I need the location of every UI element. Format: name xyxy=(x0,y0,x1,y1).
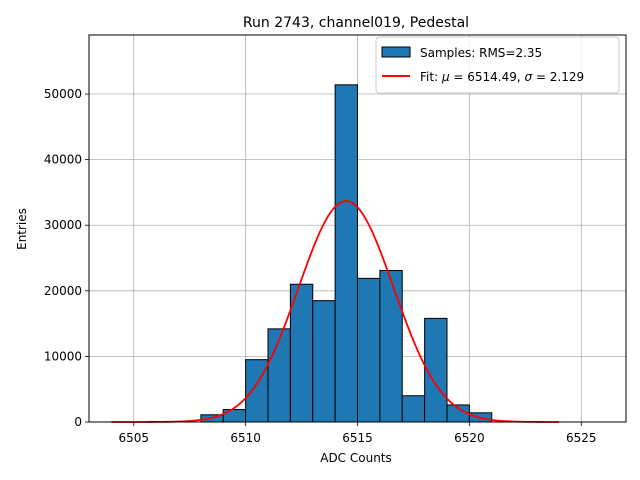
x-tick-label: 6515 xyxy=(342,431,373,445)
legend-fit-prefix: Fit: xyxy=(420,70,442,84)
histogram-bar xyxy=(334,84,358,423)
legend-fit-mu-value: = 6514.49, xyxy=(450,70,525,84)
legend: Samples: RMS=2.35 Fit: μ = 6514.49, σ = … xyxy=(375,36,620,94)
histogram-bar xyxy=(401,395,426,423)
fit-layer xyxy=(111,200,559,423)
chart-title: Run 2743, channel019, Pedestal xyxy=(243,15,469,31)
y-tick-label: 50000 xyxy=(44,87,82,101)
histogram-bar xyxy=(222,409,247,423)
legend-samples-patch xyxy=(381,46,411,58)
histogram-bar xyxy=(379,269,403,423)
bars-layer xyxy=(200,84,493,423)
y-tick-label: 10000 xyxy=(44,349,82,363)
y-tick-label: 20000 xyxy=(44,284,82,298)
y-axis-label: Entries xyxy=(15,208,29,250)
x-tick-label: 6505 xyxy=(118,431,149,445)
legend-fit-sigma-value: = 2.129 xyxy=(532,70,584,84)
gaussian-fit-curve xyxy=(111,200,559,423)
x-axis-label: ADC Counts xyxy=(320,451,392,465)
legend-fit-sigma-symbol: σ xyxy=(525,70,533,84)
x-tick-label: 6525 xyxy=(566,431,597,445)
legend-samples-label: Samples: RMS=2.35 xyxy=(420,46,542,60)
legend-fit-label: Fit: μ = 6514.49, σ = 2.129 xyxy=(420,70,584,84)
y-tick-label: 30000 xyxy=(44,218,82,232)
x-tick-label: 6520 xyxy=(454,431,485,445)
x-tick-label: 6510 xyxy=(230,431,261,445)
histogram-bar xyxy=(312,300,336,423)
histogram-bar xyxy=(357,277,381,423)
histogram-bar xyxy=(289,283,314,423)
legend-fit-mu-symbol: μ xyxy=(441,70,450,84)
y-tick-label: 40000 xyxy=(44,153,82,167)
legend-box xyxy=(375,36,620,94)
y-tick-label: 0 xyxy=(74,415,82,429)
ticks-layer: 6505 6510 6515 6520 6525 0 10000 20000 30000 4000… xyxy=(44,87,597,445)
histogram-bar xyxy=(267,328,291,423)
